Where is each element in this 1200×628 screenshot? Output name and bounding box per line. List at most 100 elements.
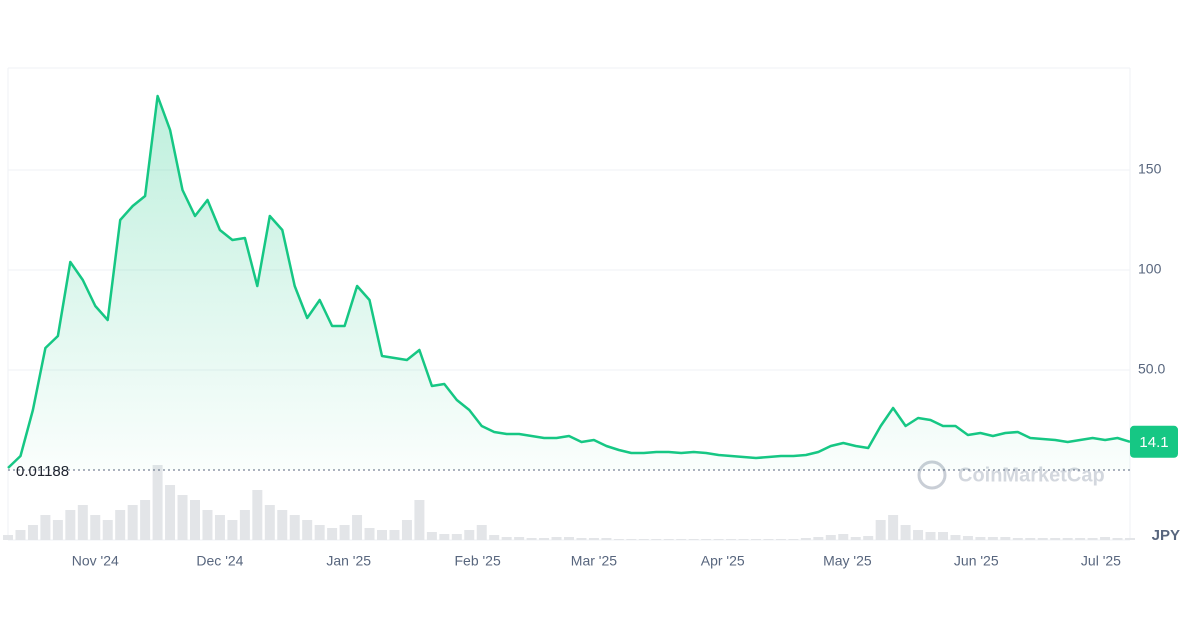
volume-bar (701, 539, 712, 540)
volume-bar (800, 538, 811, 540)
volume-bar (1062, 538, 1073, 540)
volume-bar (202, 510, 213, 540)
volume-bar (90, 515, 101, 540)
volume-bar (451, 534, 462, 540)
volume-bar (40, 515, 51, 540)
volume-bar (564, 537, 574, 540)
volume-bar (127, 505, 138, 540)
volume-bar (526, 538, 537, 540)
volume-bar (551, 537, 562, 540)
volume-bar (476, 525, 487, 540)
volume-bar (414, 500, 425, 540)
volume-bar (900, 525, 911, 540)
price-area (8, 96, 1130, 470)
volume-bar (140, 500, 151, 540)
volume-bar (688, 539, 699, 540)
y-tick-label: 50.0 (1138, 361, 1165, 377)
volume-bar (339, 525, 350, 540)
volume-bar (925, 532, 936, 540)
volume-bar (1125, 538, 1135, 540)
volume-bar (239, 510, 250, 540)
volume-bar (875, 520, 886, 540)
volume-bar (277, 510, 288, 540)
volume-bar (102, 520, 113, 540)
volume-bar (1025, 538, 1036, 540)
volume-bar (252, 490, 263, 540)
volume-bar (850, 537, 861, 540)
volume-bar (676, 539, 687, 540)
last-price-badge (1130, 425, 1178, 458)
volume-bar (165, 485, 176, 540)
volume-bar (389, 530, 400, 540)
volume-bar (726, 539, 737, 540)
x-tick-label: May '25 (823, 553, 872, 569)
volume-bar (626, 539, 637, 540)
volume-bar (377, 530, 387, 540)
x-tick-label: Apr '25 (701, 553, 745, 569)
volume-bar (227, 520, 238, 540)
volume-bar (514, 537, 525, 540)
volume-bar (713, 539, 724, 540)
x-tick-label: Jun '25 (954, 553, 999, 569)
x-tick-label: Nov '24 (72, 553, 119, 569)
volume-bar (314, 525, 325, 540)
volume-bar (1000, 537, 1011, 540)
volume-bar (663, 539, 674, 540)
volume-bar (264, 505, 275, 540)
volume-bar (950, 535, 961, 540)
volume-bar (938, 532, 948, 540)
volume-bar (588, 538, 599, 540)
volume-bar (638, 539, 649, 540)
volume-bar (775, 539, 786, 540)
volume-bar (426, 532, 437, 540)
volume-bar (788, 539, 799, 540)
volume-bar (1112, 538, 1123, 540)
volume-bar (364, 528, 375, 540)
volume-bar (738, 539, 749, 540)
volume-bar (15, 530, 26, 540)
volume-bar (838, 534, 849, 540)
volume-bar (152, 465, 163, 540)
volume-bar (65, 510, 76, 540)
volume-bar (302, 520, 313, 540)
volume-bar (401, 520, 412, 540)
x-tick-label: Dec '24 (196, 553, 243, 569)
volume-bar (539, 538, 550, 540)
volume-bar (825, 535, 836, 540)
volume-bar (352, 515, 363, 540)
volume-bar (489, 535, 500, 540)
volume-bar (214, 515, 225, 540)
volume-bar (1087, 538, 1098, 540)
volume-bar (1075, 538, 1086, 540)
volume-bar (501, 537, 512, 540)
volume-bar (763, 539, 774, 540)
volume-bar (913, 530, 924, 540)
volume-bar (1050, 538, 1061, 540)
y-tick-label: 150 (1138, 161, 1162, 177)
volume-bar (1012, 538, 1023, 540)
volume-bar (1037, 538, 1048, 540)
volume-bar (464, 530, 475, 540)
volume-bar (77, 505, 88, 540)
price-line (7, 94, 1131, 469)
volume-bar (601, 538, 612, 540)
currency-label: JPY (1152, 527, 1180, 544)
x-tick-label: Mar '25 (571, 553, 617, 569)
volume-bar (613, 539, 624, 540)
volume-bar (3, 535, 13, 540)
volume-bar (27, 525, 38, 540)
volume-bar (289, 515, 300, 540)
last-price-label: 14.1 (1139, 434, 1168, 451)
volume-bar (975, 537, 986, 540)
volume-bar (177, 495, 188, 540)
volume-bar (439, 534, 450, 540)
volume-bar (813, 537, 824, 540)
volume-bar (651, 539, 662, 540)
volume-bar (327, 528, 338, 540)
volume-bar (962, 536, 973, 540)
volume-bar (52, 520, 63, 540)
x-tick-label: Jul '25 (1081, 553, 1121, 569)
x-tick-label: Feb '25 (454, 553, 500, 569)
volume-bar (987, 537, 998, 540)
